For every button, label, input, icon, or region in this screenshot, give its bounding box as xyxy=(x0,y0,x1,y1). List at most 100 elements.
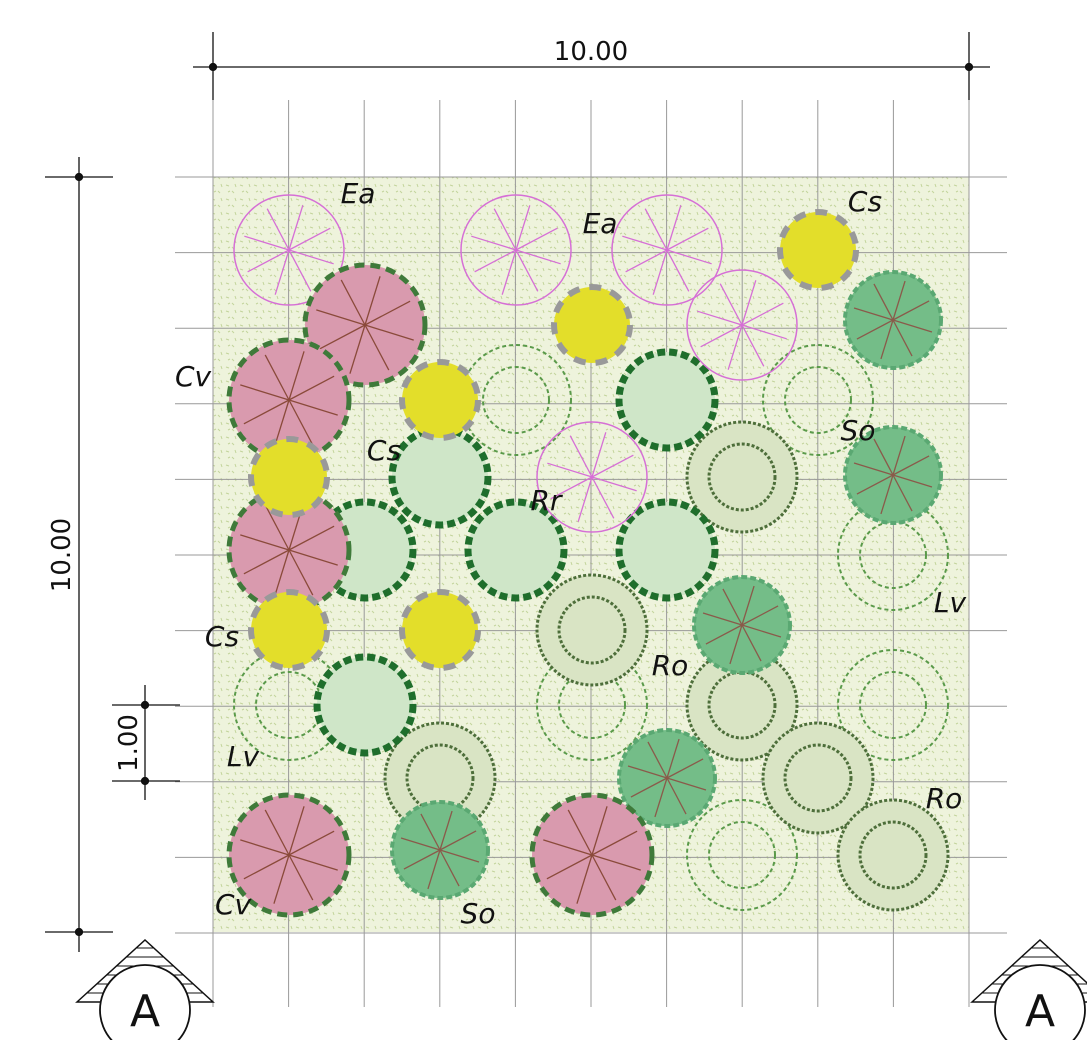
plant-branch xyxy=(288,854,338,871)
plant-branch xyxy=(741,324,787,340)
plant-label: Ro xyxy=(652,649,689,682)
plant xyxy=(685,648,799,762)
plant-branch xyxy=(288,227,331,251)
plant-branch xyxy=(266,208,290,251)
plant-canopy xyxy=(551,284,633,366)
plant-branch xyxy=(439,810,453,851)
plant xyxy=(226,337,352,463)
plant-branch xyxy=(240,384,290,401)
plant xyxy=(761,721,875,835)
plant xyxy=(615,348,719,452)
plant-branch xyxy=(856,319,894,340)
plant-branch xyxy=(892,455,930,476)
plant-branch xyxy=(853,462,894,476)
plant-branch xyxy=(288,854,314,901)
plant-branch xyxy=(719,283,743,326)
plant-label: So xyxy=(841,414,876,447)
plant-canopy xyxy=(611,194,723,306)
plant-branch xyxy=(741,605,779,626)
plant xyxy=(843,270,943,370)
plant-branch xyxy=(273,549,290,599)
plant-texture xyxy=(482,366,550,434)
plant-branch xyxy=(591,854,641,871)
plant xyxy=(226,792,352,918)
plant-branch xyxy=(364,276,381,326)
plant-branch xyxy=(741,302,784,326)
plant-branch xyxy=(364,324,414,341)
plant-branch xyxy=(340,279,366,326)
plant-branch xyxy=(644,208,668,251)
plant-canopy xyxy=(762,344,874,456)
plant-branch xyxy=(273,399,290,449)
plant-branch xyxy=(853,307,894,321)
plant xyxy=(399,359,481,441)
plant-branch xyxy=(741,624,782,638)
plant-branch xyxy=(547,462,593,478)
plant xyxy=(460,344,572,456)
plant-branch xyxy=(892,280,906,321)
plant-branch xyxy=(288,549,314,596)
plant xyxy=(536,421,648,533)
plant-branch xyxy=(349,324,366,374)
plant-branch xyxy=(288,549,338,566)
plant-label: Cv xyxy=(215,888,252,921)
plant-branch xyxy=(647,741,668,779)
plant xyxy=(233,194,345,306)
plant-branch xyxy=(666,205,682,251)
plant-branch xyxy=(741,280,757,326)
plant xyxy=(248,589,330,671)
plant-branch xyxy=(427,849,441,890)
plant-canopy xyxy=(837,649,949,761)
plant-branch xyxy=(474,249,517,273)
plant-branch xyxy=(741,585,755,626)
plant-branch xyxy=(880,474,894,515)
plant-label: Lv xyxy=(934,586,967,619)
plant-branch xyxy=(439,830,477,851)
plant-branch xyxy=(364,324,390,371)
plant-branch xyxy=(273,854,290,904)
plant-branch xyxy=(591,830,638,856)
plant-canopy xyxy=(313,653,417,757)
plant-branch xyxy=(569,435,593,478)
plant xyxy=(313,653,417,757)
plant xyxy=(837,649,949,761)
plant-branch xyxy=(420,813,441,851)
plant-branch xyxy=(576,854,593,904)
plant-branch xyxy=(727,324,743,370)
plant-canopy xyxy=(535,573,649,687)
plant-branch xyxy=(403,849,441,870)
plant-branch xyxy=(264,504,290,551)
plant-canopy xyxy=(536,421,648,533)
plant xyxy=(464,498,568,602)
plant-canopy xyxy=(686,269,798,381)
plant-branch xyxy=(364,300,411,326)
section-circle xyxy=(99,964,191,1040)
plant-branch xyxy=(515,249,539,292)
plant-branch xyxy=(591,854,617,901)
plant-branch xyxy=(244,235,290,251)
plant-branch xyxy=(550,476,593,500)
plant-branch xyxy=(439,849,480,863)
plant xyxy=(615,498,719,602)
plant xyxy=(611,194,723,306)
plant-branch xyxy=(630,777,668,798)
plant-canopy xyxy=(686,799,798,911)
plant xyxy=(686,799,798,911)
plant-branch xyxy=(288,375,335,401)
plant-branch xyxy=(288,830,335,856)
plant-branch xyxy=(288,249,312,292)
plant-canopy xyxy=(685,648,799,762)
plant xyxy=(399,589,481,671)
plant-branch xyxy=(288,399,338,416)
width-dimension: 10.00 xyxy=(554,37,628,67)
plant-texture xyxy=(707,442,777,512)
plant-branch xyxy=(702,612,743,626)
plant-branch xyxy=(515,205,531,251)
plant-branch xyxy=(722,588,743,626)
plant-branch xyxy=(622,235,668,251)
plant-texture xyxy=(784,366,852,434)
plant-branch xyxy=(652,249,668,295)
plant-label: Cs xyxy=(848,185,882,218)
plant-label: Cs xyxy=(205,620,239,653)
